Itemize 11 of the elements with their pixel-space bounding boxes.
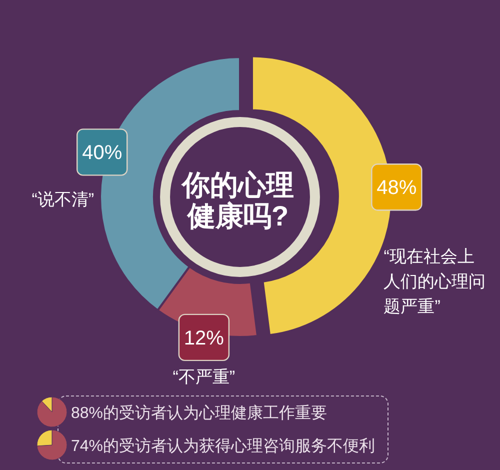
text: 你的心理健康吗?	[180, 170, 294, 232]
pie-slice	[36, 396, 68, 428]
text: 88%的受访者认为心理健康工作重要	[71, 404, 328, 422]
data-label: 12%	[184, 327, 224, 350]
slice-label: “说不清”	[32, 190, 94, 210]
slice-label: “不严重”	[172, 367, 236, 386]
data-label: 48%	[376, 177, 417, 200]
pie-slice	[36, 430, 68, 460]
slice-label: “现在社会上人们的心理问题严重”	[384, 247, 486, 316]
data-label: 40%	[82, 142, 122, 164]
text: 74%的受访者认为获得心理咨询服务不便利	[71, 437, 376, 455]
